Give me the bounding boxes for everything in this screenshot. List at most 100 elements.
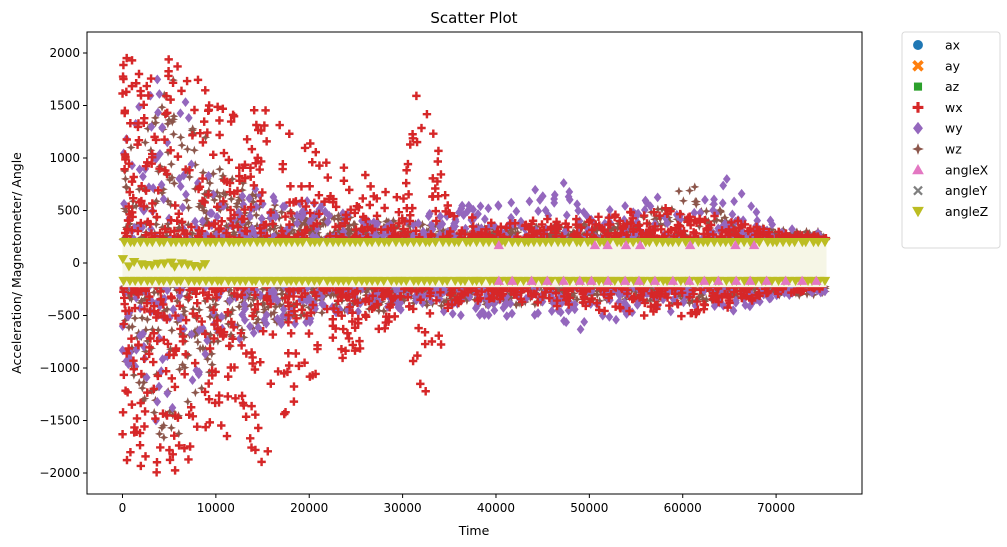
wy-point bbox=[731, 297, 740, 308]
wx-point bbox=[246, 202, 256, 212]
wx-point bbox=[223, 308, 233, 317]
angleX-point bbox=[620, 239, 632, 250]
wz-point bbox=[690, 196, 700, 207]
wx-point bbox=[396, 292, 406, 301]
wz-point bbox=[200, 296, 210, 306]
wz-point bbox=[177, 329, 187, 339]
wx-point bbox=[180, 370, 189, 379]
wy-point bbox=[147, 122, 156, 132]
wy-point bbox=[241, 315, 249, 325]
wx-point bbox=[175, 301, 184, 311]
wz-point bbox=[227, 290, 237, 300]
plot-marks bbox=[117, 53, 831, 477]
wx-point bbox=[145, 343, 154, 352]
wx-point bbox=[434, 331, 443, 340]
wx-point bbox=[365, 200, 374, 210]
wx-point bbox=[487, 293, 496, 302]
wx-point bbox=[291, 349, 301, 358]
wz-point bbox=[671, 229, 681, 239]
wx-point bbox=[759, 224, 768, 234]
wy-point bbox=[219, 201, 228, 211]
wz-point bbox=[165, 175, 175, 185]
wx-point bbox=[129, 356, 138, 365]
wx-point bbox=[125, 187, 134, 197]
wz-point bbox=[348, 300, 358, 310]
wy-point bbox=[576, 324, 585, 335]
wy-point bbox=[209, 189, 218, 200]
wx-point bbox=[734, 223, 744, 233]
wz-point bbox=[349, 220, 359, 230]
wx-point bbox=[591, 220, 600, 229]
wy-point bbox=[187, 159, 196, 170]
wx-point bbox=[213, 102, 222, 112]
wx-point bbox=[122, 349, 131, 358]
wx-point bbox=[686, 221, 695, 230]
wz-point bbox=[183, 397, 193, 407]
wx-point bbox=[120, 165, 129, 174]
wz-point bbox=[167, 117, 177, 127]
wx-point bbox=[139, 202, 149, 211]
angleZ-point bbox=[476, 276, 487, 287]
wz-point bbox=[208, 294, 218, 304]
wz-point bbox=[172, 296, 182, 306]
wz-point bbox=[178, 310, 188, 320]
wx-point bbox=[229, 323, 238, 332]
x-tick-label: 40000 bbox=[477, 501, 515, 515]
wx-point bbox=[469, 222, 478, 231]
y-tick-label: 500 bbox=[57, 204, 80, 218]
wx-point bbox=[121, 386, 130, 395]
wx-point bbox=[626, 219, 635, 228]
angleZ-point bbox=[158, 238, 170, 248]
angleZ-point bbox=[199, 260, 211, 270]
legend-item-ay: ay bbox=[912, 58, 961, 73]
wz-point bbox=[215, 204, 225, 215]
wx-point bbox=[649, 208, 659, 217]
wx-point bbox=[176, 324, 185, 334]
wz-point bbox=[208, 169, 218, 179]
wy-point bbox=[305, 293, 314, 304]
legend-marker-angleX bbox=[912, 163, 924, 175]
wx-point bbox=[666, 226, 676, 235]
wx-point bbox=[171, 411, 180, 421]
wy-point bbox=[175, 173, 184, 184]
wz-point bbox=[543, 233, 554, 243]
wx-point bbox=[283, 367, 292, 377]
wz-point bbox=[417, 219, 427, 229]
wy-point bbox=[436, 211, 445, 222]
wx-point bbox=[240, 160, 250, 169]
wy-point bbox=[320, 301, 329, 312]
wy-point bbox=[747, 201, 756, 212]
wy-point bbox=[419, 226, 428, 237]
wy-point bbox=[184, 112, 193, 123]
wx-point bbox=[653, 300, 662, 309]
wx-point bbox=[214, 398, 224, 407]
wz-point bbox=[182, 351, 192, 361]
wz-point bbox=[151, 219, 161, 229]
wz-point bbox=[248, 295, 258, 305]
wx-point bbox=[674, 228, 683, 237]
angleZ-point bbox=[819, 238, 831, 248]
wz-point bbox=[190, 326, 200, 336]
wz-point bbox=[334, 225, 345, 235]
wy-point bbox=[155, 381, 163, 392]
wx-point bbox=[416, 379, 425, 389]
wx-point bbox=[185, 442, 195, 451]
wx-point bbox=[134, 136, 144, 145]
wx-point bbox=[328, 333, 338, 342]
wz-point bbox=[271, 302, 281, 312]
wx-point bbox=[313, 341, 322, 350]
wy-point bbox=[245, 193, 254, 204]
wz-point bbox=[298, 301, 308, 311]
wx-point bbox=[730, 287, 739, 297]
angleX-point bbox=[811, 275, 822, 285]
wx-point bbox=[140, 305, 149, 314]
angleZ-point bbox=[401, 276, 412, 287]
wz-point bbox=[176, 132, 186, 142]
wz-point bbox=[255, 232, 265, 242]
wy-point bbox=[136, 303, 145, 314]
legend-marker-wy bbox=[913, 121, 923, 135]
wz-point bbox=[750, 288, 760, 298]
wy-point bbox=[448, 308, 457, 319]
wz-point bbox=[207, 360, 217, 370]
wz-point bbox=[276, 223, 286, 233]
